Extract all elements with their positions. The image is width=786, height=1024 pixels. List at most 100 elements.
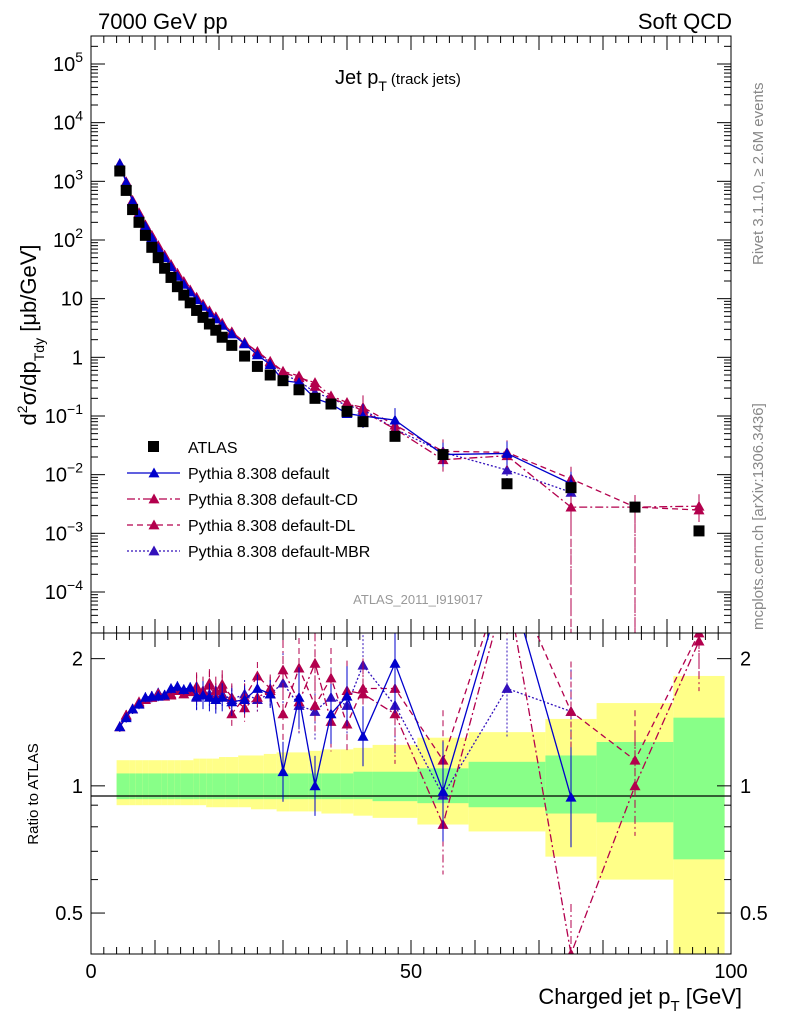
band-stat: [180, 773, 187, 800]
ratio-marker-cd: [203, 677, 215, 688]
ratio-tick-label: 0.5: [55, 903, 83, 925]
band-stat: [206, 773, 213, 800]
marker-atlas: [165, 271, 177, 283]
marker-atlas: [389, 430, 401, 442]
marker-cd: [341, 396, 353, 407]
ratio-marker-default: [357, 730, 369, 741]
marker-atlas: [133, 216, 145, 228]
ratio-tick-label: 0.5: [740, 903, 768, 925]
ratio-marker-mbr: [277, 677, 289, 688]
ratio-series-default: [114, 633, 577, 848]
y-tick-label: 10−2: [45, 460, 83, 487]
ratio-marker-cd: [502, 579, 513, 589]
top-axis-ticks: [90, 35, 732, 634]
marker-default: [133, 209, 145, 220]
top-y-tick-labels: 10−4 10−3 10−2 10−1 1 10 102 103 104 105: [45, 49, 83, 604]
y-tick-label: 10−4: [45, 577, 83, 604]
ratio-marker-cd: [277, 664, 289, 675]
ratio-marker-default: [197, 689, 209, 700]
y-tick-label: 10: [61, 289, 83, 311]
bottom-y-axis-label: Ratio to ATLAS: [25, 743, 42, 844]
ratio-tick-label: 2: [72, 649, 83, 671]
mcplots-label: mcplots.cern.ch [arXiv:1306.3436]: [750, 403, 767, 630]
legend-marker: [148, 545, 160, 556]
marker-default: [264, 359, 276, 370]
band-stat: [219, 773, 226, 800]
ratio-marker-default: [293, 691, 305, 702]
band-stat: [155, 773, 162, 800]
marker-atlas: [171, 281, 183, 293]
marker-atlas: [146, 241, 158, 253]
series-default: [114, 158, 577, 496]
series-dl: [114, 158, 705, 633]
legend-marker: [148, 519, 160, 530]
ratio-marker-default: [127, 703, 139, 714]
uncertainty-bands: [116, 675, 725, 954]
legend-item-cd: Pythia 8.308 default-CD: [127, 492, 358, 509]
x-tick-labels: 0 50 100: [85, 961, 747, 983]
band-stat: [212, 773, 219, 800]
ratio-tick-label: 1: [740, 776, 751, 798]
ratio-marker-default: [389, 657, 401, 668]
marker-atlas: [216, 331, 228, 343]
marker-atlas: [120, 184, 132, 196]
series-atlas: [114, 165, 705, 537]
legend: ATLAS Pythia 8.308 default Pythia 8.308 de…: [127, 440, 370, 561]
marker-atlas: [226, 339, 238, 351]
y-tick-label: 10−1: [45, 401, 83, 428]
legend-item-dl: Pythia 8.308 default-DL: [127, 518, 355, 535]
ratio-marker-cd: [567, 948, 575, 954]
marker-default: [127, 196, 139, 207]
band-stat: [238, 773, 251, 800]
y-tick-label: 1: [72, 347, 83, 369]
x-tick-label: 0: [85, 961, 96, 983]
marker-default: [139, 220, 151, 231]
marker-atlas: [152, 252, 164, 264]
marker-default: [226, 328, 238, 339]
band-stat: [468, 761, 546, 808]
ratio-marker-default: [277, 766, 289, 777]
ratio-marker-cd: [389, 708, 401, 719]
ratio-marker-default: [159, 689, 171, 700]
bottom-series-layer: [114, 561, 705, 954]
ratio-marker-dl: [309, 699, 321, 710]
marker-default: [239, 338, 251, 349]
bottom-panel-frame: [90, 632, 732, 955]
series-cd: [114, 158, 705, 633]
bottom-axis-ticks: [90, 633, 732, 955]
ratio-marker-dl: [502, 561, 513, 571]
band-stat: [167, 773, 175, 800]
band-stat: [116, 773, 123, 800]
ratio-marker-dl: [565, 705, 577, 716]
ratio-marker-default: [120, 712, 132, 723]
marker-mbr: [501, 464, 513, 475]
marker-cd: [565, 501, 577, 512]
band-stat: [353, 771, 373, 800]
marker-atlas: [309, 392, 321, 404]
marker-atlas: [239, 350, 251, 362]
marker-default: [501, 447, 513, 458]
ratio-marker-default: [171, 680, 183, 691]
marker-atlas: [251, 360, 263, 372]
marker-default: [389, 414, 401, 425]
top-y-axis-label: d2σ/dpTdy [μb/GeV]: [14, 245, 47, 426]
band-stat: [174, 773, 181, 800]
band-stat: [187, 773, 194, 800]
marker-atlas: [197, 311, 209, 323]
marker-atlas: [178, 289, 190, 301]
marker-atlas: [184, 297, 196, 309]
ratio-marker-cd: [629, 780, 641, 791]
ratio-marker-default: [184, 681, 196, 692]
legend-marker: [148, 467, 160, 478]
marker-atlas: [277, 375, 289, 387]
band-stat: [161, 773, 168, 800]
marker-atlas: [114, 165, 126, 177]
marker-cd: [325, 390, 337, 401]
ratio-marker-default: [437, 785, 449, 796]
marker-atlas: [325, 398, 337, 410]
y-tick-label: 103: [53, 166, 83, 193]
plot-title: Jet pT (track jets): [335, 67, 461, 94]
marker-atlas: [264, 369, 276, 381]
y-tick-label: 102: [53, 225, 83, 252]
process-label: Soft QCD: [638, 9, 732, 34]
